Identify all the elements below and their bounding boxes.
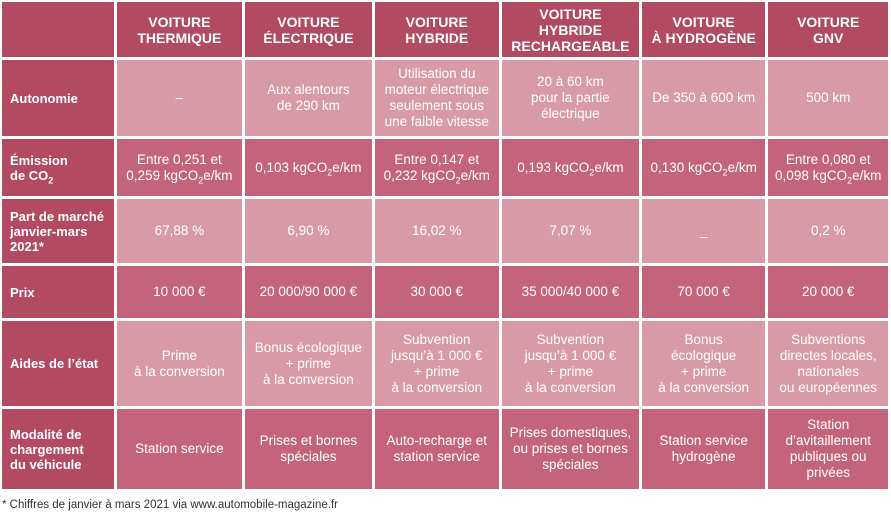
header-hybride-rechargeable: VOITURE HYBRIDE RECHARGEABLE [501, 2, 639, 57]
header-hydrogene: VOITURE À HYDROGÈNE [641, 2, 766, 57]
table-cell: Aux alentours de 290 km [245, 60, 372, 136]
table-row-aides: Aides de l’état Prime à la conversion Bon… [2, 321, 888, 406]
table-cell: Station service [116, 409, 243, 489]
table-cell: 500 km [768, 60, 888, 136]
table-cell: 0,193 kgCO2e/km [501, 139, 639, 196]
table-cell: Station service hydrogène [641, 409, 766, 489]
table-cell: 20 à 60 km pour la partie électrique [501, 60, 639, 136]
table-cell: 20 000/90 000 € [245, 266, 372, 318]
table-cell: Prises et bornes spéciales [245, 409, 372, 489]
vehicle-comparison-table: VOITURE THERMIQUE VOITURE ÉLECTRIQUE VOITU… [2, 2, 888, 489]
row-label: Aides de l’état [2, 321, 114, 406]
row-label: Autonomie [2, 60, 114, 136]
table-cell: – [116, 60, 243, 136]
row-label: Part de marché janvier-mars 2021* [2, 199, 114, 263]
table-cell: Entre 0,251 et 0,259 kgCO2e/km [116, 139, 243, 196]
row-label: Modalité de chargement du véhicule [2, 409, 114, 489]
table-cell: 0,2 % [768, 199, 888, 263]
table-cell: 35 000/40 000 € [501, 266, 639, 318]
table-cell: 0,103 kgCO2e/km [245, 139, 372, 196]
table-row-emission: Émission de CO2 Entre 0,251 et 0,259 kgCO2… [2, 139, 888, 196]
table-cell: Bonus écologique + prime à la conversion [641, 321, 766, 406]
header-corner [2, 2, 114, 57]
table-cell: Utilisation du moteur électrique seulement… [374, 60, 499, 136]
table-row-autonomie: Autonomie – Aux alentours de 290 km Utili… [2, 60, 888, 136]
header-electrique: VOITURE ÉLECTRIQUE [245, 2, 372, 57]
table-cell: 70 000 € [641, 266, 766, 318]
table-cell: Entre 0,147 et 0,232 kgCO2e/km [374, 139, 499, 196]
table-cell: Station d’avitaillement publiques ou privée… [768, 409, 888, 489]
footnote: * Chiffres de janvier à mars 2021 via ww… [2, 499, 338, 511]
table-cell: Subvention jusqu’à 1 000 € + prime à la con… [374, 321, 499, 406]
header-thermique: VOITURE THERMIQUE [116, 2, 243, 57]
table-cell: Prises domestiques, ou prises et bornes sp… [501, 409, 639, 489]
table-cell: Subventions directes locales, nationales ou… [768, 321, 888, 406]
table-cell: 16,02 % [374, 199, 499, 263]
table-row-chargement: Modalité de chargement du véhicule Station… [2, 409, 888, 489]
table-cell: Subvention jusqu’à 1 000 € + prime à la con… [501, 321, 639, 406]
comparison-table-container: VOITURE THERMIQUE VOITURE ÉLECTRIQUE VOITU… [2, 2, 888, 489]
row-label: Émission de CO2 [2, 139, 114, 196]
table-cell: _ [641, 199, 766, 263]
table-cell: 10 000 € [116, 266, 243, 318]
table-cell: 6,90 % [245, 199, 372, 263]
header-hybride: VOITURE HYBRIDE [374, 2, 499, 57]
table-cell: 0,130 kgCO2e/km [641, 139, 766, 196]
row-label: Prix [2, 266, 114, 318]
table-cell: Bonus écologique + prime à la conversion [245, 321, 372, 406]
table-row-prix: Prix 10 000 € 20 000/90 000 € 30 000 € 3… [2, 266, 888, 318]
table-cell: Entre 0,080 et 0,098 kgCO2e/km [768, 139, 888, 196]
table-cell: 7,07 % [501, 199, 639, 263]
table-cell: De 350 à 600 km [641, 60, 766, 136]
table-cell: 30 000 € [374, 266, 499, 318]
table-cell: Auto-recharge et station service [374, 409, 499, 489]
header-row: VOITURE THERMIQUE VOITURE ÉLECTRIQUE VOITU… [2, 2, 888, 57]
header-gnv: VOITURE GNV [768, 2, 888, 57]
table-row-part-de-marche: Part de marché janvier-mars 2021* 67,88 % … [2, 199, 888, 263]
table-cell: 67,88 % [116, 199, 243, 263]
table-cell: 20 000 € [768, 266, 888, 318]
table-cell: Prime à la conversion [116, 321, 243, 406]
